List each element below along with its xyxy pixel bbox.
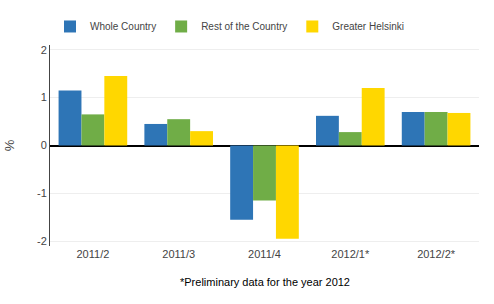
svg-text:1: 1 (41, 91, 47, 103)
svg-text:Greater Helsinki: Greater Helsinki (332, 21, 404, 32)
svg-text:Rest of the Country: Rest of the Country (201, 21, 287, 32)
svg-text:-2: -2 (37, 235, 47, 247)
svg-text:2012/1*: 2012/1* (331, 248, 370, 260)
svg-text:Whole Country: Whole Country (90, 21, 156, 32)
svg-text:0: 0 (41, 139, 47, 151)
svg-text:%: % (2, 139, 17, 151)
svg-text:2: 2 (41, 44, 47, 56)
svg-text:2011/3: 2011/3 (162, 248, 195, 260)
svg-text:2011/2: 2011/2 (76, 248, 109, 260)
svg-text:-1: -1 (37, 187, 47, 199)
svg-text:2011/4: 2011/4 (248, 248, 281, 260)
svg-text:2012/2*: 2012/2* (417, 248, 456, 260)
svg-text:*Preliminary data for the year: *Preliminary data for the year 2012 (180, 276, 350, 288)
